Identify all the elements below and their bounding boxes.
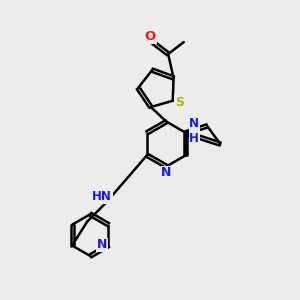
Text: N
H: N H bbox=[189, 117, 199, 145]
Text: N: N bbox=[97, 238, 107, 251]
Text: HN: HN bbox=[92, 190, 112, 203]
Text: O: O bbox=[145, 30, 156, 43]
Text: S: S bbox=[175, 96, 184, 109]
Text: N: N bbox=[161, 167, 172, 179]
